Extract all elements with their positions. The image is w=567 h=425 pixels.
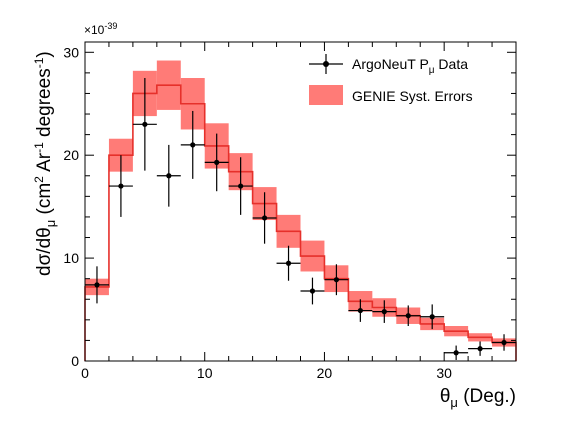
data-point <box>444 345 469 360</box>
legend-data-label: ArgoNeuT Pμ Data <box>352 56 468 76</box>
data-marker <box>429 314 435 320</box>
legend-genie-label: GENIE Syst. Errors <box>352 88 473 104</box>
data-point <box>300 277 325 305</box>
data-point <box>492 334 516 351</box>
data-marker <box>309 288 316 294</box>
data-point <box>348 299 373 322</box>
data-marker <box>357 307 363 314</box>
data-marker <box>381 309 387 315</box>
data-marker <box>285 260 292 266</box>
data-marker <box>238 183 244 189</box>
data-marker <box>214 159 220 165</box>
data-points-layer <box>85 78 516 360</box>
data-point <box>396 305 421 327</box>
data-point <box>228 157 253 215</box>
genie-step-layer <box>84 84 517 361</box>
genie-step-line <box>84 84 517 361</box>
x-axis-title: θμ (Deg.) <box>440 386 516 410</box>
y-tick-label: 0 <box>71 353 79 369</box>
data-marker <box>333 277 340 283</box>
legend: ArgoNeuT Pμ Data GENIE Syst. Errors <box>309 54 473 105</box>
data-marker <box>405 313 411 319</box>
data-marker <box>261 215 268 221</box>
y-tick-label: 10 <box>63 250 79 266</box>
data-point <box>180 110 205 179</box>
data-point <box>85 266 109 304</box>
y-multiplier: ×10-39 <box>84 21 117 37</box>
data-point <box>156 144 181 207</box>
data-point <box>324 264 349 296</box>
y-tick-label: 20 <box>63 147 79 163</box>
legend-genie-swatch <box>309 85 343 105</box>
data-point <box>420 304 445 330</box>
y-axis-title: dσ/dθμ (cm2 Ar-1 degrees-1) <box>32 51 58 276</box>
data-marker <box>453 350 459 356</box>
data-point <box>372 300 397 323</box>
data-marker <box>477 346 483 352</box>
x-tick-label: 10 <box>197 365 213 381</box>
data-point <box>108 155 133 217</box>
x-tick-label: 0 <box>81 365 89 381</box>
data-marker <box>166 173 172 179</box>
data-point <box>468 341 493 356</box>
data-marker <box>190 142 196 148</box>
data-marker <box>142 121 148 127</box>
data-marker <box>94 282 100 288</box>
axis-ticks: 0 10 20 30 0 10 20 30 <box>63 42 517 381</box>
legend-data-marker <box>323 61 329 67</box>
y-tick-label: 30 <box>63 44 79 60</box>
data-marker <box>118 183 124 189</box>
x-tick-label: 20 <box>317 365 333 381</box>
data-marker <box>501 339 507 346</box>
data-point <box>276 245 301 281</box>
data-point <box>204 133 229 192</box>
x-tick-label: 30 <box>436 365 452 381</box>
data-point <box>132 78 157 171</box>
data-point <box>252 192 277 244</box>
